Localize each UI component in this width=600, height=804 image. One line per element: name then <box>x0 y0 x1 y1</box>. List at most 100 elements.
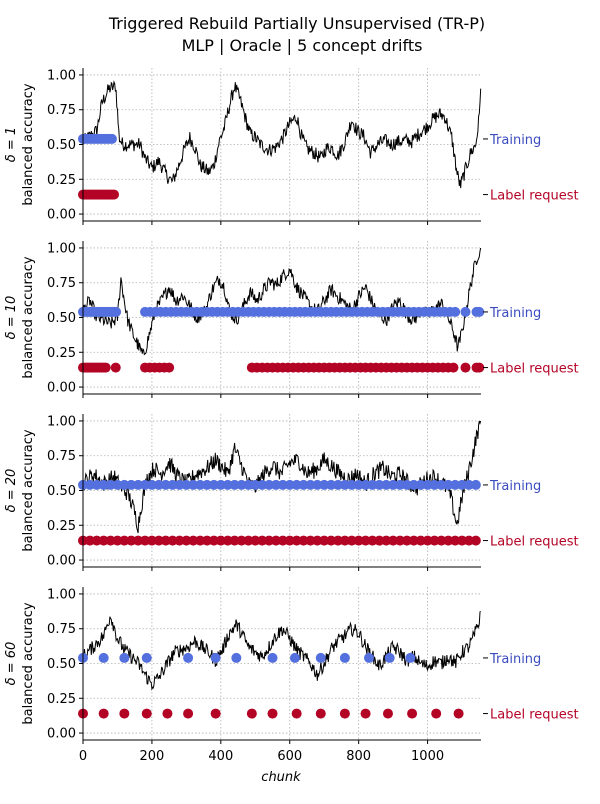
training-point <box>146 479 157 490</box>
label-request-point <box>415 535 426 546</box>
label-request-point <box>381 535 392 546</box>
training-point <box>450 479 461 490</box>
training-point <box>183 652 194 663</box>
label-request-point <box>160 535 171 546</box>
training-point <box>405 652 416 663</box>
training-point <box>364 652 375 663</box>
training-point <box>119 479 130 490</box>
label-request-point <box>133 535 144 546</box>
training-point <box>98 652 109 663</box>
training-point <box>388 479 399 490</box>
label-request-point <box>100 362 111 373</box>
x-tick-label: 200 <box>140 749 165 764</box>
label-request-point <box>119 708 130 719</box>
training-point <box>195 479 206 490</box>
y-tick-label: 1.00 <box>47 241 76 256</box>
label-request-point <box>332 535 343 546</box>
training-point <box>174 479 185 490</box>
y-tick-label: 0.50 <box>47 484 76 499</box>
accuracy-line <box>82 247 482 356</box>
training-point <box>289 652 300 663</box>
panel-2: 0.00 0.25 0.50 0.75 1.00 δ = 10 balanced accur… <box>4 241 579 398</box>
training-point <box>353 479 364 490</box>
label-request-point <box>312 535 323 546</box>
training-point <box>457 479 468 490</box>
y-tick-label: 0.75 <box>47 276 76 291</box>
label-request-point <box>236 535 247 546</box>
training-point <box>450 306 461 317</box>
training-point <box>98 479 109 490</box>
y-tick-label: 0.75 <box>47 622 76 637</box>
training-point <box>267 652 278 663</box>
training-point <box>243 479 254 490</box>
label-request-point <box>463 535 474 546</box>
training-point <box>202 479 213 490</box>
label-request-point <box>422 535 433 546</box>
label-request-point <box>436 535 447 546</box>
label-request-point <box>257 535 268 546</box>
training-point <box>312 479 323 490</box>
y-tick-label: 0.25 <box>47 692 76 707</box>
label-request-point <box>401 535 412 546</box>
training-point <box>436 479 447 490</box>
training-point <box>126 479 137 490</box>
label-request-point <box>109 189 120 200</box>
x-tick-label: 0 <box>79 749 87 764</box>
label-request-legend-label: Label request <box>490 189 579 204</box>
label-request-point <box>84 535 95 546</box>
label-request-legend-label: Label request <box>490 708 579 723</box>
training-point <box>181 479 192 490</box>
label-request-point <box>298 535 309 546</box>
y-tick-label: 0.00 <box>47 727 76 742</box>
label-request-point <box>105 535 116 546</box>
label-request-point <box>407 708 418 719</box>
y-axis-label: balanced accuracy <box>21 602 36 725</box>
label-request-point <box>284 535 295 546</box>
y-axis-label: balanced accuracy <box>21 256 36 379</box>
training-point <box>422 479 433 490</box>
training-point <box>332 479 343 490</box>
training-point <box>360 479 371 490</box>
training-point <box>429 479 440 490</box>
label-request-point <box>188 535 199 546</box>
training-point <box>339 652 350 663</box>
panel-delta-label: δ = 60 <box>4 642 19 686</box>
y-tick-label: 1.00 <box>47 587 76 602</box>
label-request-point <box>353 535 364 546</box>
training-point <box>231 652 242 663</box>
training-legend-label: Training <box>489 306 541 321</box>
label-request-legend-label: Label request <box>490 362 579 377</box>
panel-4: 0.00 0.25 0.50 0.75 1.00 0 200 400 600 800 1000 δ =… <box>4 587 579 764</box>
accuracy-line <box>82 80 482 189</box>
training-point <box>384 652 395 663</box>
chart-title-line2: MLP | Oracle | 5 concept drifts <box>182 36 423 55</box>
label-request-point <box>431 708 442 719</box>
y-tick-label: 0.00 <box>47 554 76 569</box>
x-tick-label: 1000 <box>411 749 444 764</box>
label-request-point <box>222 535 233 546</box>
training-point <box>111 306 122 317</box>
training-point <box>160 479 171 490</box>
training-point <box>208 479 219 490</box>
label-request-point <box>174 535 185 546</box>
label-request-point <box>388 535 399 546</box>
training-point <box>367 479 378 490</box>
training-point <box>140 479 151 490</box>
label-request-point <box>315 708 326 719</box>
training-point <box>133 479 144 490</box>
label-request-point <box>195 535 206 546</box>
label-request-point <box>457 535 468 546</box>
panel-3: 0.00 0.25 0.50 0.75 1.00 δ = 20 balanced accur… <box>4 414 579 571</box>
training-point <box>460 306 471 317</box>
y-tick-label: 0.25 <box>47 519 76 534</box>
label-request-point <box>246 708 257 719</box>
accuracy-line <box>82 610 481 691</box>
x-tick-label: 600 <box>277 749 302 764</box>
y-tick-label: 0.00 <box>47 381 76 396</box>
training-point <box>415 479 426 490</box>
label-request-point <box>91 535 102 546</box>
label-request-point <box>141 708 152 719</box>
label-request-point <box>112 535 123 546</box>
label-request-point <box>167 535 178 546</box>
label-request-point <box>453 708 464 719</box>
